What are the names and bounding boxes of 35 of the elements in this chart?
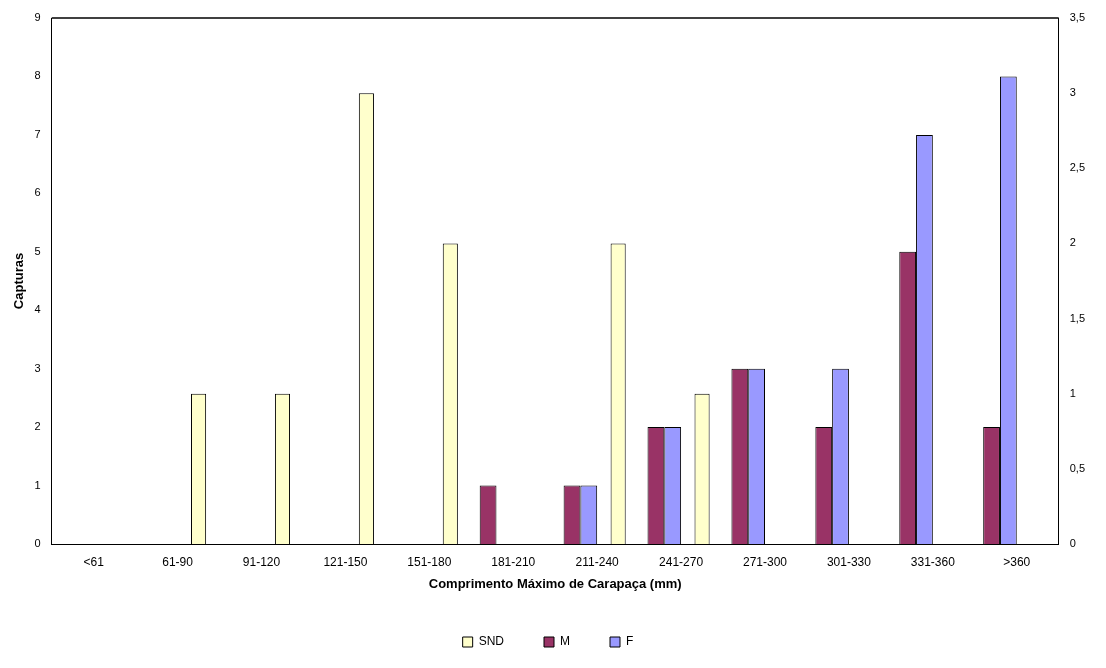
y-tick-label: 8 [34,69,41,82]
x-axis-title: Comprimento Máximo de Carapaça (mm) [428,575,682,591]
y-axis-title: Capturas [11,252,27,310]
y2-tick-label: 1 [1069,386,1076,399]
x-tick-label: 181-210 [491,554,536,569]
x-tick-label: 211-240 [575,554,620,569]
y2-tick-label: 3 [1069,86,1076,99]
y-tick-label: 7 [34,127,41,140]
x-tick-label: 91-120 [242,554,281,569]
y2-tick-label: 3,5 [1069,11,1086,24]
x-tick-label: 151-180 [407,554,452,569]
x-tick-label: 241-270 [659,554,704,569]
y-tick-label: 9 [34,11,41,24]
x-tick-label: 61-90 [162,554,194,569]
y-tick-label: 2 [34,420,41,433]
y-tick-label: 0 [34,537,41,550]
y2-tick-label: 1,5 [1069,311,1086,324]
y2-tick-label: 2 [1069,236,1076,249]
x-tick-label: >360 [1003,554,1031,569]
legend-label: SND [478,634,505,649]
y-tick-label: 5 [34,244,41,257]
x-tick-label: 121-150 [323,554,368,569]
x-tick-label: <61 [83,554,105,569]
y2-tick-label: 0,5 [1069,461,1086,474]
x-tick-label: 271-300 [742,554,788,569]
y-tick-label: 1 [34,478,41,491]
x-tick-label: 301-330 [826,554,872,569]
x-tick-label: 331-360 [910,554,956,569]
y-tick-label: 3 [34,361,41,374]
y2-tick-label: 0 [1069,537,1076,550]
legend-label: F [626,634,634,649]
legend-label: M [560,634,570,649]
y-tick-label: 4 [34,303,41,316]
y2-tick-label: 2,5 [1069,161,1086,174]
y-tick-label: 6 [34,186,41,199]
